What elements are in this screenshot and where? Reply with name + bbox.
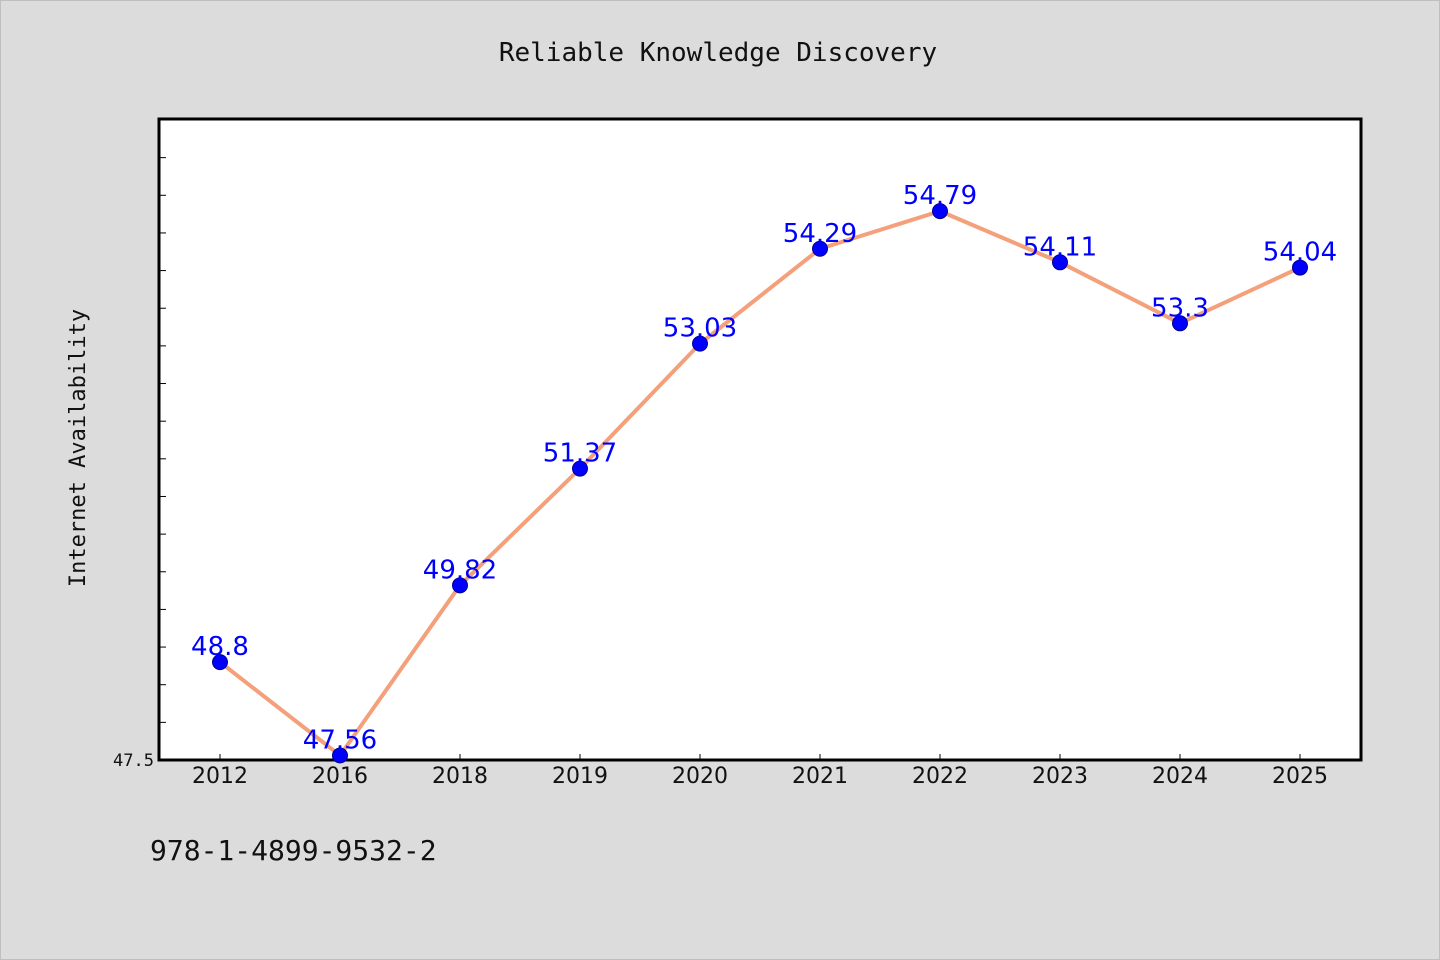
y-axis-label: Internet Availability: [66, 309, 91, 587]
data-label: 53.3: [1151, 293, 1209, 323]
data-point: [932, 203, 948, 220]
data-label: 51.37: [543, 439, 617, 469]
x-tick-label: 2024: [1152, 764, 1208, 789]
y-axis-ticks: 47.5: [113, 119, 166, 771]
data-point: [1052, 254, 1068, 271]
data-point: [812, 240, 828, 257]
plot-area: [157, 117, 1363, 762]
series-line: [218, 209, 1302, 758]
x-tick-label: 2023: [1032, 764, 1088, 789]
x-tick-label: 2018: [432, 764, 488, 789]
data-label: 54.79: [903, 181, 977, 211]
data-label: 54.11: [1023, 232, 1097, 262]
data-label: 49.82: [423, 555, 497, 585]
x-tick-label: 2019: [552, 764, 608, 789]
y-tick-label: 47.5: [113, 751, 154, 771]
x-tick-label: 2025: [1272, 764, 1328, 789]
data-point: [692, 335, 708, 352]
data-label: 54.29: [783, 219, 857, 249]
series-group: 48.8 47.56 49.82 51.37 53.03 54.29 54.79 54.11 5…: [191, 181, 1337, 764]
chart-title: Reliable Knowledge Discovery: [499, 38, 937, 68]
data-point: [1172, 315, 1188, 332]
data-point: [452, 577, 468, 594]
footnote-isbn: 978-1-4899-9532-2: [150, 834, 437, 867]
data-label: 53.03: [663, 314, 737, 344]
x-tick-label: 2022: [912, 764, 968, 789]
data-point: [1292, 259, 1308, 276]
data-point: [572, 460, 588, 477]
data-point: [212, 654, 228, 671]
x-axis-ticks: 2012 2016 2018 2019 2020 2021 2022 2023 2024 2025: [192, 754, 1328, 789]
data-label: 54.04: [1263, 238, 1337, 268]
x-tick-label: 2021: [792, 764, 848, 789]
x-tick-label: 2020: [672, 764, 728, 789]
data-label: 48.8: [191, 632, 249, 662]
x-tick-label: 2012: [192, 764, 248, 789]
data-point: [332, 747, 348, 764]
data-label: 47.56: [303, 725, 377, 755]
x-tick-label: 2016: [312, 764, 368, 789]
